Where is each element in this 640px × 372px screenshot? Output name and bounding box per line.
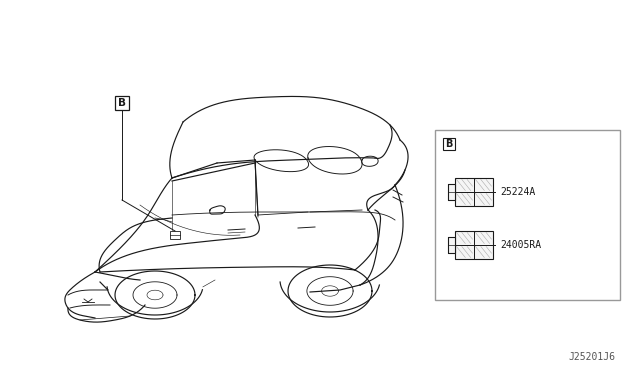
Bar <box>170 231 180 239</box>
Text: B: B <box>118 98 126 108</box>
Text: 25224A: 25224A <box>500 187 535 197</box>
Bar <box>455 178 493 206</box>
Bar <box>435 130 620 300</box>
Bar <box>443 138 455 150</box>
Bar <box>455 231 493 259</box>
Text: B: B <box>445 139 452 149</box>
Text: J25201J6: J25201J6 <box>568 352 615 362</box>
Bar <box>448 237 455 253</box>
Text: 24005RA: 24005RA <box>500 240 541 250</box>
Bar <box>115 96 129 110</box>
Bar <box>448 184 455 201</box>
